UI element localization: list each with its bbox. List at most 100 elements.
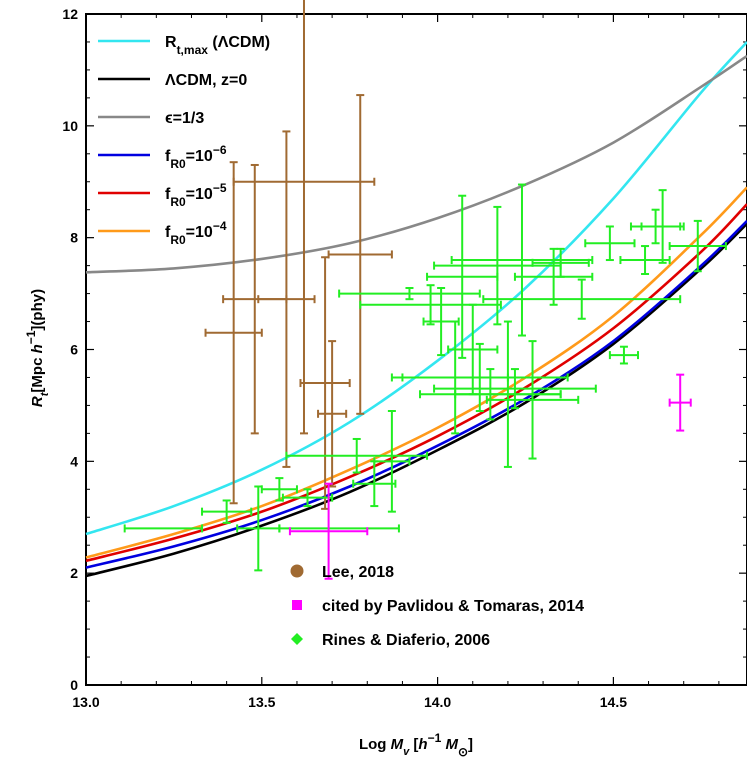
legend-marker-square xyxy=(292,600,302,610)
legend-point-label: Rines & Diaferio, 2006 xyxy=(322,632,490,649)
data-point-rines xyxy=(454,320,562,468)
label-part: f xyxy=(165,224,171,241)
data-point-rines xyxy=(608,345,640,365)
legend-point-label: Lee, 2018 xyxy=(322,564,394,581)
y-tick-label: 12 xyxy=(62,6,78,22)
label-part: (ΛCDM) xyxy=(208,34,270,51)
data-point-rines xyxy=(531,247,590,278)
y-tick-label: 6 xyxy=(70,342,78,358)
label-part: t,max xyxy=(177,43,209,57)
label-part: h xyxy=(29,344,46,353)
data-point-rines xyxy=(513,247,594,306)
axis-ticks xyxy=(85,13,747,686)
curve-fr5 xyxy=(85,203,747,563)
label-part: R0 xyxy=(170,233,186,247)
x-tick-label: 13.0 xyxy=(72,694,99,710)
label-part: R0 xyxy=(170,157,186,171)
data-point-lee xyxy=(327,94,393,415)
label-part: t xyxy=(39,391,51,396)
data-point-lee xyxy=(317,340,348,488)
legend-lines: Rt,max (ΛCDM)ΛCDM, z=0ϵ=1/3fR0=10−6fR0=1… xyxy=(98,34,270,247)
axis-tick-labels: 13.0 13.5 14.0 14.5 0 2 4 6 8 10 12 xyxy=(62,6,627,710)
label-part: ] xyxy=(468,736,473,753)
label-part: h xyxy=(418,736,427,753)
data-point-rines xyxy=(260,477,298,502)
data-point-rines xyxy=(359,284,502,326)
legend-line-label: Rt,max (ΛCDM) xyxy=(165,34,270,57)
data-point-lee xyxy=(299,256,351,510)
y-tick-label: 8 xyxy=(70,230,78,246)
data-point-rines xyxy=(485,340,580,460)
data-point-rines xyxy=(285,437,429,474)
data-point-rines xyxy=(668,219,727,273)
label-part: =10 xyxy=(186,148,213,165)
y-axis-label: Rt[Mpc h−1](phy) xyxy=(24,289,51,407)
data-point-rines xyxy=(450,183,594,337)
legend-line-label: fR0=10−4 xyxy=(165,219,227,247)
label-part: −4 xyxy=(213,219,227,233)
label-part: R0 xyxy=(170,195,186,209)
legend-marker-diamond xyxy=(291,633,303,645)
label-part: ⊙ xyxy=(458,745,468,759)
data-point-pavlidou xyxy=(288,482,369,580)
data-point-rines xyxy=(373,410,411,513)
label-part: [Mpc xyxy=(29,353,46,392)
curve-fr4 xyxy=(85,186,747,559)
curve-rtmax xyxy=(85,41,747,536)
x-tick-label: 13.5 xyxy=(248,694,275,710)
label-part: =10 xyxy=(186,186,213,203)
data-point-rines xyxy=(338,286,481,301)
y-tick-label: 4 xyxy=(70,453,78,469)
data-point-rines xyxy=(482,278,682,320)
data-point-rines xyxy=(390,342,569,413)
label-part: −1 xyxy=(24,330,38,344)
label-part: f xyxy=(165,148,171,165)
label-part: f xyxy=(165,186,171,203)
data-point-rines xyxy=(426,194,499,359)
label-part: ΛCDM, z=0 xyxy=(165,72,247,89)
data-point-rines xyxy=(123,524,204,533)
data-point-rines xyxy=(278,524,400,533)
data-point-lee xyxy=(232,0,376,435)
label-part: ϵ=1/3 xyxy=(165,110,204,127)
data-point-rines xyxy=(281,488,334,508)
label-part: v xyxy=(403,746,410,758)
label-part: R xyxy=(29,396,46,407)
label-part: −6 xyxy=(213,143,227,157)
legend-point-label: cited by Pavlidou & Tomaras, 2014 xyxy=(322,598,584,615)
label-part: R xyxy=(165,34,177,51)
label-part: M xyxy=(445,736,458,753)
curve-lcdm xyxy=(85,222,747,578)
data-point-lee xyxy=(204,161,263,505)
data-point-rines xyxy=(236,485,281,572)
legend-line-label: fR0=10−6 xyxy=(165,143,227,171)
data-point-rines xyxy=(584,225,636,262)
label-part: ](phy) xyxy=(29,289,46,331)
data-point-lee xyxy=(257,130,316,468)
legend-line-label: ϵ=1/3 xyxy=(165,110,204,127)
y-tick-label: 0 xyxy=(70,677,78,693)
curve-eps xyxy=(85,54,747,274)
y-tick-label: 2 xyxy=(70,565,78,581)
y-tick-label: 10 xyxy=(62,118,78,134)
data-point-pavlidou xyxy=(668,373,692,432)
label-part: −5 xyxy=(213,181,227,195)
data-point-rines xyxy=(640,189,685,264)
label-part: Log xyxy=(359,736,391,753)
data-point-rines xyxy=(619,245,671,276)
legend-marker-circle xyxy=(290,564,304,578)
label-part: =10 xyxy=(186,224,213,241)
label-part: −1 xyxy=(428,731,442,745)
data-points xyxy=(123,0,727,580)
x-tick-label: 14.0 xyxy=(424,694,451,710)
data-point-rines xyxy=(433,368,597,410)
x-tick-label: 14.5 xyxy=(600,694,627,710)
curve-fr6 xyxy=(85,219,747,569)
data-point-rines xyxy=(201,499,253,524)
data-point-rines xyxy=(433,205,562,326)
legend-line-label: ΛCDM, z=0 xyxy=(165,72,247,89)
data-point-rines xyxy=(352,460,397,508)
label-part: M xyxy=(391,736,404,753)
model-curves xyxy=(85,41,747,578)
legend-line-label: fR0=10−5 xyxy=(165,181,227,209)
